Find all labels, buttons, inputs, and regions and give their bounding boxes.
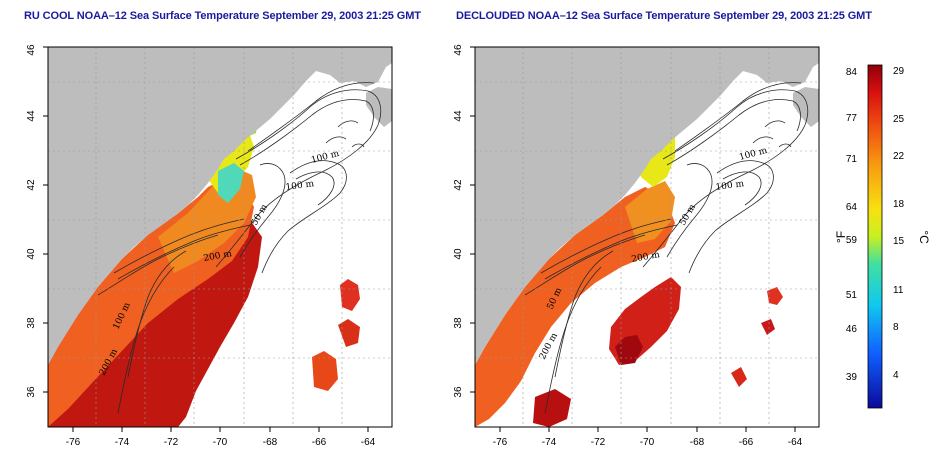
lon-tick-label: -72: [164, 437, 179, 448]
fahrenheit-tick-label: 46: [846, 324, 858, 335]
sst-field-cyan: [218, 163, 244, 203]
lon-tick-label: -72: [591, 437, 606, 448]
celsius-tick-label: 15: [893, 236, 905, 247]
sst-field-warm-eddy-1: [340, 279, 360, 311]
lon-tick-label: -64: [788, 437, 803, 448]
fahrenheit-tick-label: 59: [846, 235, 858, 246]
lat-lon-grid: [475, 47, 819, 427]
lon-tick-label: -74: [542, 437, 557, 448]
lat-tick-label: 38: [26, 317, 37, 329]
celsius-tick-label: 4: [893, 370, 899, 381]
panel-title-right: DECLOUDED NOAA–12 Sea Surface Temperatur…: [456, 10, 872, 22]
lat-tick-label: 46: [453, 44, 464, 56]
celsius-tick-label: 8: [893, 322, 899, 333]
contour-label: 200 m: [203, 249, 233, 264]
celsius-tick-label: 29: [893, 66, 905, 77]
sst-field-warm-eddy-2: [312, 351, 338, 391]
fahrenheit-tick-label: 51: [846, 290, 858, 301]
lon-tick-label: -70: [213, 437, 228, 448]
lat-tick-label: 46: [26, 44, 37, 56]
fahrenheit-tick-label: 64: [846, 202, 858, 213]
lon-tick-label: -76: [493, 437, 508, 448]
lat-tick-label: 40: [26, 248, 37, 260]
lat-tick-label: 44: [26, 110, 37, 122]
celsius-unit-label: °C: [917, 230, 931, 244]
lon-tick-label: -64: [361, 437, 376, 448]
lon-tick-label: -68: [263, 437, 278, 448]
lon-tick-labels-left: -76 -74 -72 -70 -68 -66 -64: [66, 437, 376, 448]
colorbar: 84 77 71 64 59 51 46 39 29 25 22 18 15 1…: [834, 64, 931, 409]
lon-tick-label: -66: [312, 437, 327, 448]
celsius-ticks: 29 25 22 18 15 11 8 4: [893, 66, 905, 381]
sst-field-warm-eddy-2: [731, 367, 747, 387]
panel-title-left: RU COOL NOAA–12 Sea Surface Temperature …: [24, 10, 421, 22]
fahrenheit-ticks: 84 77 71 64 59 51 46 39: [846, 67, 858, 383]
fahrenheit-tick-label: 77: [846, 113, 858, 124]
celsius-tick-label: 11: [893, 285, 904, 296]
sst-field-warm-eddy-1: [767, 287, 783, 305]
lat-tick-labels-right: 36 38 40 42 44 46: [453, 44, 464, 398]
lon-axis-left: [72, 427, 369, 432]
contour-label: 200 m: [631, 250, 661, 265]
sst-field-warm-eddy-3: [761, 319, 775, 335]
fahrenheit-unit-label: °F: [834, 231, 848, 243]
celsius-tick-label: 22: [893, 151, 905, 162]
lat-tick-label: 36: [26, 386, 37, 398]
contour-label: 100 m: [715, 179, 745, 193]
lat-tick-label: 36: [453, 386, 464, 398]
lat-lon-grid: [48, 47, 392, 427]
map-panel-left: 100 m 100 m 50 m 200 m 100 m 200 m -76 -…: [26, 44, 393, 448]
lat-axis-right: [470, 46, 475, 393]
fahrenheit-tick-label: 71: [846, 154, 858, 165]
lon-tick-labels-right: -76 -74 -72 -70 -68 -66 -64: [493, 437, 803, 448]
map-panel-right: 100 m 100 m 50 m 200 m 50 m 200 m -76 -7…: [453, 44, 820, 448]
lon-tick-label: -68: [690, 437, 705, 448]
lat-tick-label: 42: [453, 179, 464, 191]
lon-tick-label: -74: [115, 437, 130, 448]
lon-tick-label: -66: [739, 437, 754, 448]
lat-tick-label: 44: [453, 110, 464, 122]
contour-label: 100 m: [285, 179, 315, 193]
lat-tick-label: 40: [453, 248, 464, 260]
fahrenheit-tick-label: 84: [846, 67, 858, 78]
lon-tick-label: -76: [66, 437, 81, 448]
lat-tick-label: 38: [453, 317, 464, 329]
colorbar-scale: [867, 64, 883, 409]
lon-tick-label: -70: [640, 437, 655, 448]
celsius-tick-label: 25: [893, 114, 905, 125]
lat-axis-left: [43, 46, 48, 393]
sst-field-south-patches: [533, 389, 571, 427]
celsius-tick-label: 18: [893, 199, 905, 210]
fahrenheit-tick-label: 39: [846, 372, 858, 383]
lat-tick-labels-left: 36 38 40 42 44 46: [26, 44, 37, 398]
sst-field-orange-shelf: [475, 187, 675, 427]
lon-axis-right: [499, 427, 796, 432]
sst-field-dark-red-core: [615, 335, 643, 365]
lat-tick-label: 42: [26, 179, 37, 191]
sst-field-warm-eddy-3: [338, 319, 360, 347]
